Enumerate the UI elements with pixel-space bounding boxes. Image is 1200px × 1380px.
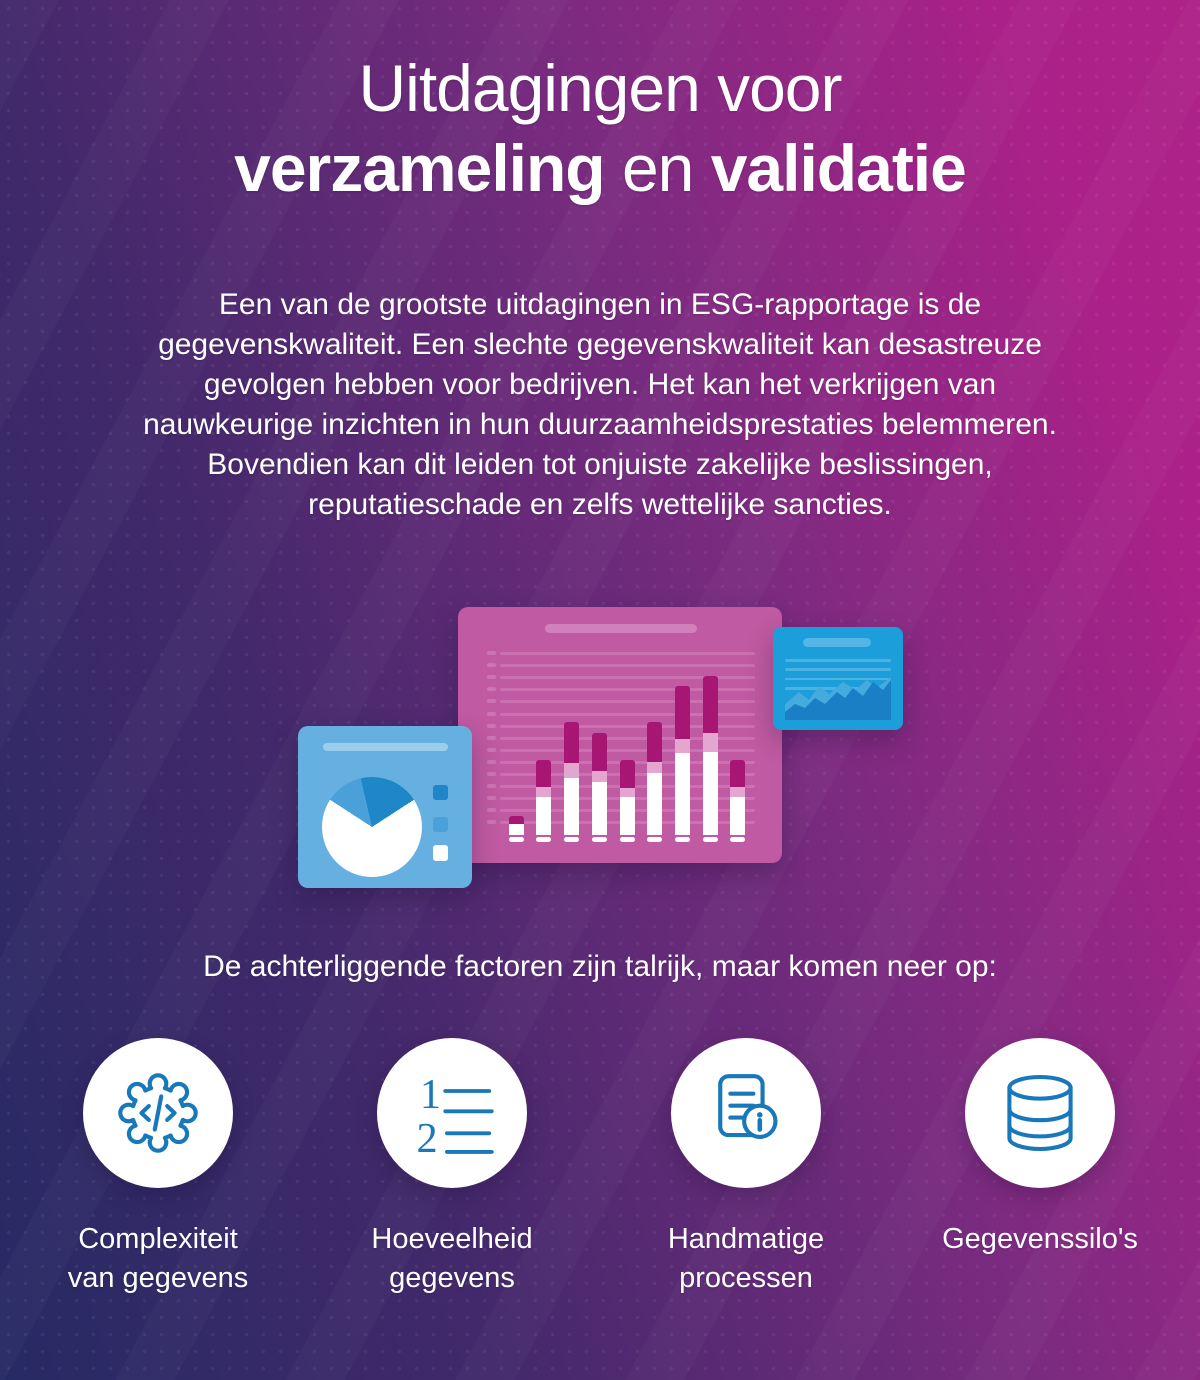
page-title-line1: Uitdagingen voor [358,51,843,125]
panel-title-bar [545,624,697,633]
legend-square-medium [433,817,448,832]
factor-label: Gegevenssilo's [942,1223,1138,1255]
line-chart-panel [773,627,903,730]
intro-line: Een van de grootste uitdagingen in ESG-r… [218,288,982,321]
legend-square-white [433,845,448,861]
bar-chart-panel [458,607,782,863]
svg-text:2: 2 [416,1115,437,1157]
page-title-line2: verzameling en validatie [234,131,967,205]
intro-line: gevolgen hebben voor bedrijven. Het kan … [203,368,997,401]
intro-paragraph: Een van de grootste uitdagingen in ESG-r… [0,285,1200,525]
factor-icon-circle [83,1038,233,1188]
panel-title-bar [323,743,448,751]
intro-line: nauwkeurige inzichten in hun duurzaamhei… [143,408,1057,441]
document-info-icon [718,1074,778,1139]
intro-line: gegevenskwaliteit. Een slechte gegevensk… [158,328,1042,361]
area-chart [785,677,891,720]
database-icon [1007,1074,1073,1151]
factor-icon-circle [965,1038,1115,1188]
factors-heading: De achterliggende factoren zijn talrijk,… [203,950,997,983]
intro-line: Bovendien kan dit leiden tot onjuiste za… [207,448,993,481]
gear-code-icon [118,1073,198,1153]
legend-square-dark [433,785,448,800]
numbered-list-icon: 1 2 [416,1071,494,1157]
bar-chart [458,607,782,863]
factor-label: Handmatige processen [667,1223,825,1294]
intro-line: reputatieschade en zelfs wettelijke sanc… [308,488,892,521]
panel-title-bar [803,638,871,647]
svg-text:1: 1 [420,1071,441,1118]
page-title: Uitdagingen voor verzameling en validati… [0,48,1200,208]
pie-chart [322,777,422,877]
factor-icon-circle: 1 2 [377,1038,527,1188]
factor-label: Complexiteit van gegevens [67,1223,249,1294]
pie-chart-panel [298,726,472,888]
factor-label: Hoeveelheid gegevens [371,1223,533,1294]
factor-icon-circle [671,1038,821,1188]
